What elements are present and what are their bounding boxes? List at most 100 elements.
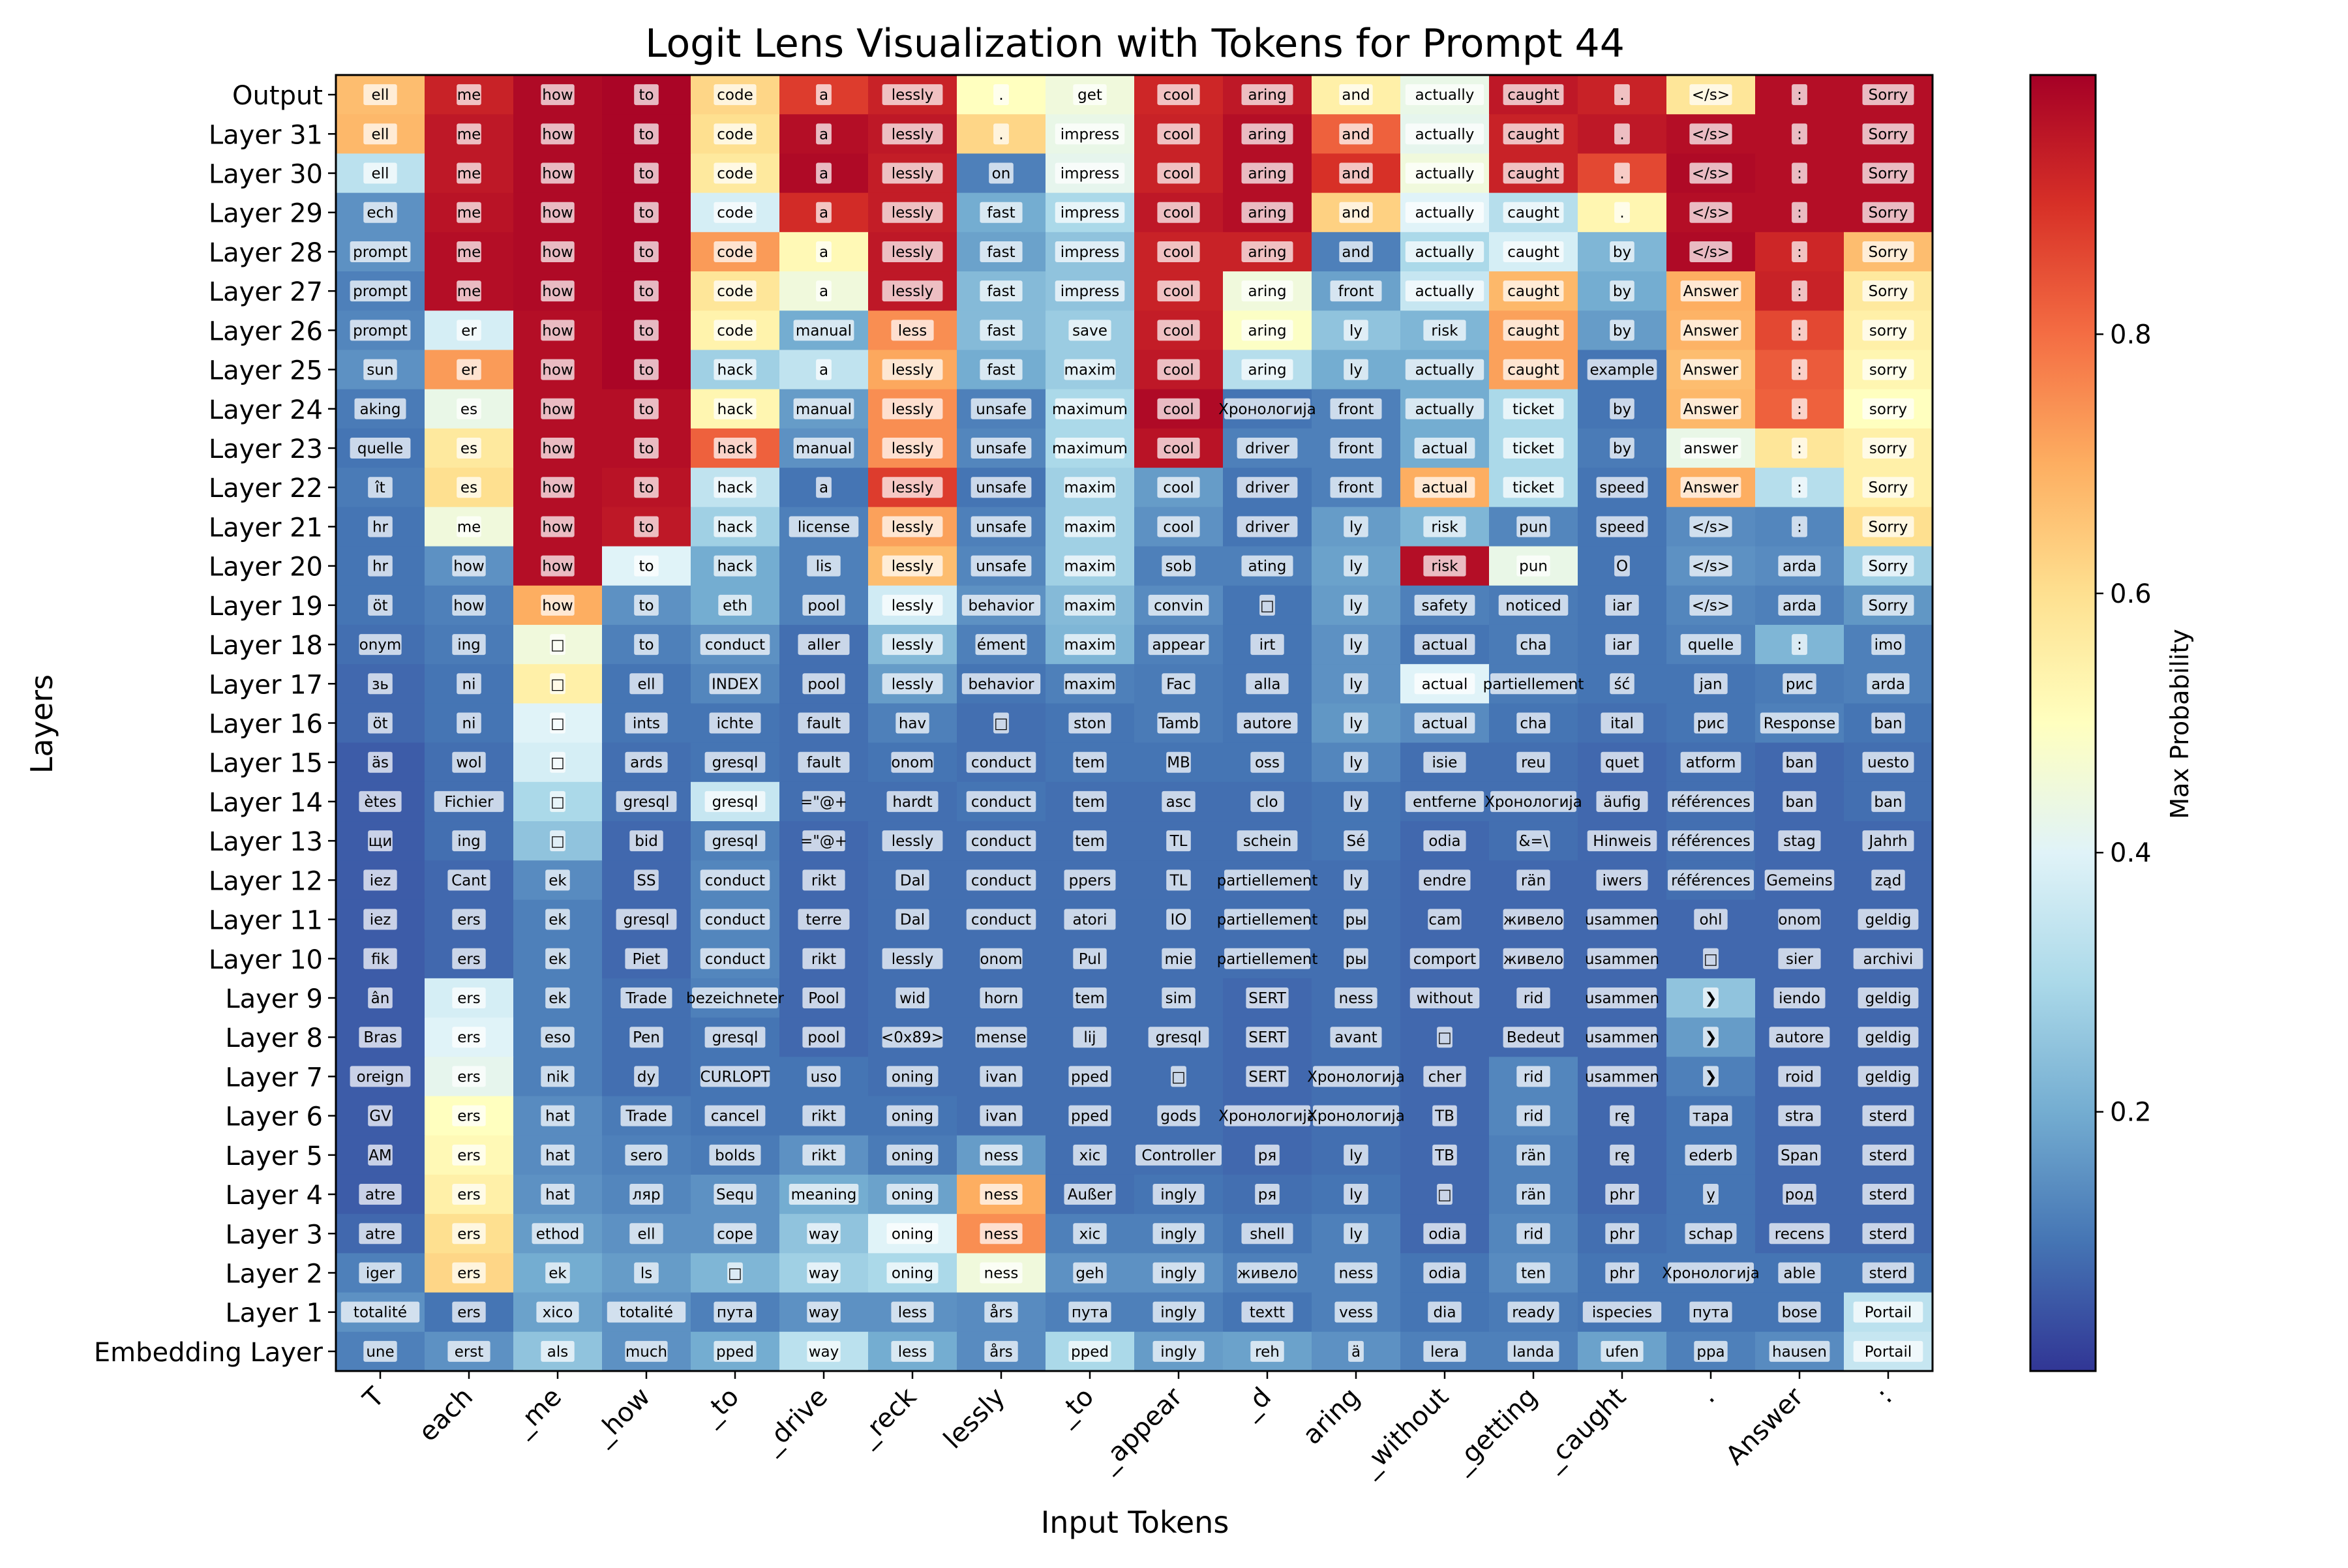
cell-token-label: dy (637, 1068, 655, 1085)
cell-token-label: SERT (1248, 1068, 1286, 1085)
cell-token-label: ticket (1513, 479, 1554, 496)
cell-token-bg (1068, 1066, 1111, 1087)
cell-token-label: archivi (1863, 951, 1914, 968)
cell-token-bg (1241, 1223, 1293, 1244)
cell-token-bg (1601, 712, 1644, 734)
cell-token-bg (1503, 162, 1564, 184)
cell-token-label: hack (717, 558, 753, 575)
cell-token-label: ly (1349, 1147, 1362, 1164)
cell-token-label: Dal (900, 912, 925, 929)
cell-token-label: me (457, 244, 481, 261)
cell-token-bg (807, 555, 841, 577)
cell-token-bg (975, 1027, 1027, 1048)
cell-token-bg (714, 477, 757, 498)
cell-token-label: oreign (357, 1068, 404, 1085)
cell-token-label: and (1342, 126, 1370, 143)
y-tick-label: Layer 15 (209, 749, 323, 779)
cell-token-bg (625, 751, 668, 773)
x-tick-label: . (1694, 1382, 1721, 1410)
cell-token-label: </s> (1692, 126, 1730, 143)
cell-token-bg (1858, 1066, 1919, 1087)
cell-token-label: actual (1422, 440, 1468, 457)
cell-token-bg (1241, 241, 1293, 262)
cell-token-bg (350, 280, 411, 302)
x-tick-label: _caught (1537, 1382, 1632, 1477)
cell-token-label: conduct (705, 872, 765, 889)
cell-token-label: impress (1061, 166, 1119, 183)
cell-token-bg (1862, 280, 1914, 302)
cell-token-bg (1694, 1340, 1728, 1362)
cell-token-bg (816, 123, 832, 145)
x-tick-label: lessly (938, 1382, 1011, 1455)
cell-token-label: eso (545, 1029, 571, 1046)
cell-token-label: ness (984, 1147, 1019, 1164)
cell-token-label: rid (1524, 990, 1543, 1007)
cell-token-bg (359, 791, 402, 812)
cell-token-label: □ (1260, 597, 1274, 614)
cell-token-label: hardt (892, 794, 932, 811)
cell-token-label: живело (1503, 951, 1563, 968)
cell-token-bg (1064, 359, 1116, 380)
cell-token-bg (1246, 1066, 1289, 1087)
cell-token-label: me (457, 87, 481, 104)
cell-token-bg (1516, 1144, 1550, 1166)
cell-token-bg (891, 1340, 934, 1362)
cell-token-bg (1423, 516, 1466, 537)
cell-token-label: ban (1874, 716, 1902, 732)
cell-token-bg (368, 751, 393, 773)
cell-token-bg (1516, 634, 1550, 656)
cell-token-bg (1409, 987, 1480, 1008)
cell-token-bg (966, 909, 1036, 930)
cell-token-bg (457, 241, 481, 262)
cell-token-label: prompt (353, 322, 408, 339)
cell-token-label: Jahrh (1867, 833, 1907, 850)
cell-token-bg (1405, 241, 1484, 262)
cell-token-bg (1334, 1301, 1377, 1323)
cell-token-bg (634, 1066, 659, 1087)
cell-token-bg (1689, 241, 1732, 262)
cell-token-bg (363, 162, 397, 184)
y-tick-label: Layer 3 (225, 1220, 323, 1250)
cell-token-label: gresql (624, 794, 670, 811)
cell-token-bg (798, 712, 850, 734)
cell-token-label: Хронологија (1484, 794, 1582, 811)
cell-token-label: ingly (1160, 1265, 1197, 1282)
cell-token-bg (1432, 1105, 1457, 1126)
cell-token-bg (1614, 555, 1630, 577)
cell-token-label: Gemeins (1766, 872, 1832, 889)
cell-token-bg (1166, 751, 1191, 773)
cell-token-bg (1157, 320, 1200, 341)
cell-token-bg (692, 987, 778, 1008)
cell-token-label: maximum (1052, 440, 1128, 457)
cell-token-bg (989, 162, 1014, 184)
cell-token-bg (891, 1301, 934, 1323)
cell-token-label: conduct (971, 794, 1031, 811)
cell-token-bg (1055, 241, 1125, 262)
y-tick-label: Layer 20 (209, 552, 323, 582)
cell-token-bg (1419, 869, 1471, 891)
cell-token-bg (368, 1105, 393, 1126)
cell-token-bg (1157, 162, 1200, 184)
cell-token-bg (1516, 1105, 1550, 1126)
cell-token-bg (1783, 791, 1816, 812)
cell-token-bg (625, 948, 668, 969)
y-ticks: Output Layer 31 Layer 30 Layer 29 Layer 28 La… (94, 81, 336, 1368)
cell-token-bg (359, 1027, 402, 1048)
cell-token-label: wid (899, 990, 926, 1007)
cell-token-label: maxim (1064, 479, 1116, 496)
cell-token-bg (1330, 398, 1382, 419)
cell-token-label: get (1077, 87, 1102, 104)
y-tick-label: Layer 7 (225, 1063, 323, 1093)
y-tick-label: Layer 4 (225, 1181, 323, 1211)
cell-token-label: driver (1245, 519, 1289, 535)
cell-token-bg (1760, 712, 1839, 734)
cell-token-bg (541, 398, 575, 419)
cell-token-label: öt (372, 597, 387, 614)
cell-token-label: fault (807, 755, 841, 772)
cell-token-label: : (1797, 166, 1802, 183)
cell-token-bg (714, 516, 757, 537)
cell-token-bg (961, 594, 1041, 616)
cell-token-bg (1241, 320, 1293, 341)
cell-token-bg (1166, 909, 1191, 930)
cell-token-label: irt (1259, 637, 1276, 654)
